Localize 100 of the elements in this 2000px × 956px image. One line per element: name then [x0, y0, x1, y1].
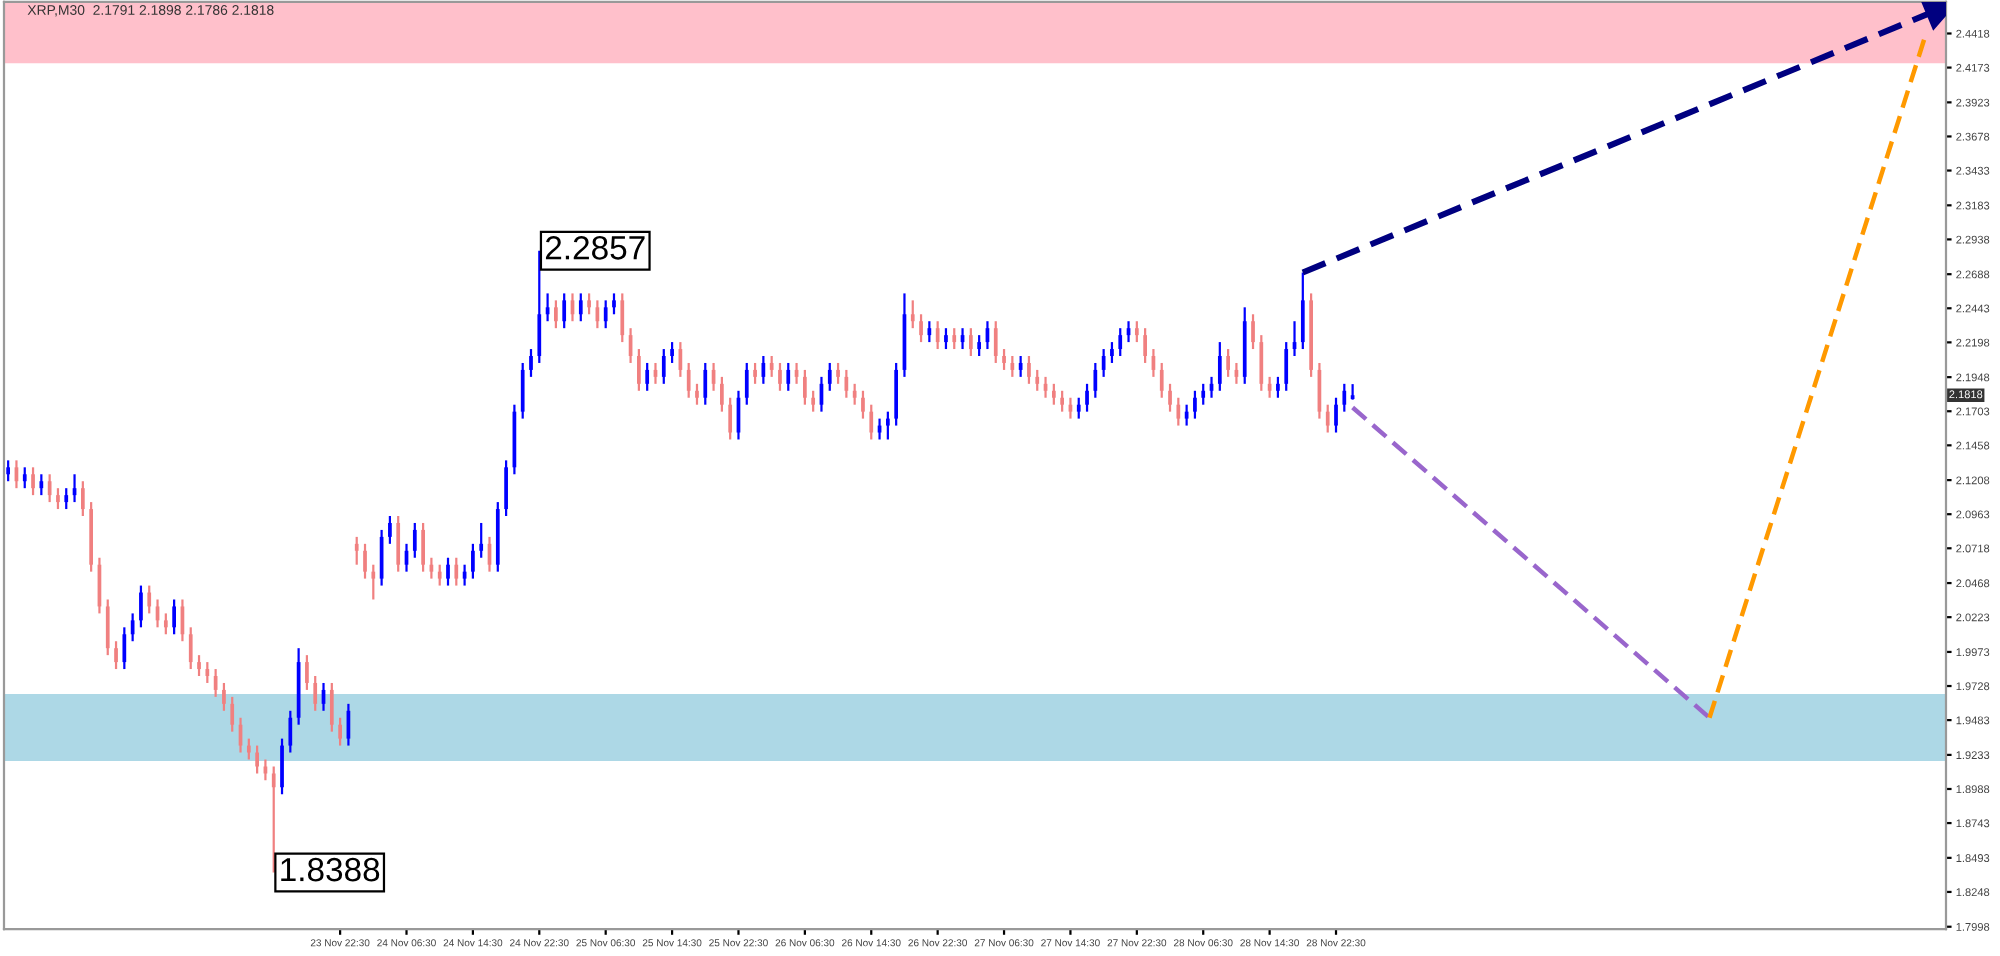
candlestick [852, 382, 857, 406]
candlestick [919, 313, 923, 344]
candlestick [1101, 347, 1106, 378]
candlestick [993, 320, 998, 365]
candlestick [844, 368, 849, 399]
candlestick [827, 361, 832, 392]
candlestick [1093, 361, 1098, 399]
candlestick [280, 737, 284, 796]
candlestick [222, 681, 226, 712]
candlestick [1143, 327, 1147, 365]
candlestick [130, 612, 135, 643]
annotation: 2.2857 [545, 236, 645, 260]
candlestick [1284, 340, 1289, 392]
candlestick [446, 556, 450, 587]
candlestick [1168, 382, 1172, 413]
candlestick [869, 403, 874, 441]
candlestick [686, 361, 691, 399]
candlestick [720, 375, 724, 413]
candlestick [56, 487, 60, 511]
candlestick [454, 556, 459, 587]
candlestick [504, 459, 508, 518]
candlestick [1342, 382, 1347, 413]
candlestick [396, 514, 401, 573]
candlestick [288, 709, 293, 754]
candlestick [388, 514, 392, 545]
candlestick [1300, 271, 1305, 351]
candlestick [31, 466, 35, 497]
candlestick [529, 347, 533, 378]
candlestick [1226, 347, 1230, 378]
candlestick [968, 327, 973, 358]
candlestick [1193, 389, 1197, 420]
candlestick [637, 347, 641, 392]
candlestick [944, 327, 948, 351]
candlestick [578, 292, 583, 323]
candlestick [885, 410, 890, 441]
candlestick [935, 320, 940, 351]
candlestick [437, 563, 442, 587]
candlestick [1118, 327, 1123, 358]
candlestick [197, 654, 201, 678]
candlestick [1010, 354, 1015, 378]
candlestick [371, 563, 376, 601]
candlestick [363, 542, 367, 580]
candlestick [412, 521, 417, 559]
candlestick [22, 466, 27, 490]
candlestick [836, 361, 840, 385]
candlestick [1201, 382, 1206, 406]
candlestick [603, 299, 608, 330]
candlestick [105, 598, 110, 657]
candlestick [1027, 354, 1031, 385]
candlestick [861, 389, 865, 420]
candlestick [1085, 382, 1089, 413]
candlestick [703, 361, 708, 406]
candlestick [695, 382, 699, 406]
candlestick [811, 389, 816, 413]
candlestick [1018, 354, 1023, 378]
candlestick [728, 396, 733, 441]
annotation: 1.8388 [281, 857, 380, 882]
candlestick [255, 744, 259, 775]
candlestick [661, 347, 666, 385]
candlestick [1251, 313, 1255, 351]
candlestick [6, 459, 11, 483]
candlestick [188, 626, 193, 671]
candlestick [147, 584, 152, 615]
candlestick [230, 695, 235, 733]
candlestick [479, 521, 484, 559]
candlestick [977, 334, 982, 358]
candlestick [1110, 340, 1114, 365]
candlestick [537, 249, 542, 365]
candlestick [329, 681, 334, 733]
candlestick [139, 584, 143, 629]
candlestick [122, 626, 127, 671]
candlestick [1176, 396, 1181, 427]
candlestick [305, 654, 309, 692]
candlestick [520, 361, 525, 420]
candlestick [163, 612, 168, 636]
candlestick [1325, 403, 1330, 434]
candlestick [246, 737, 251, 761]
candlestick [338, 716, 342, 747]
candlestick [1276, 375, 1280, 399]
candlestick [786, 361, 791, 392]
candlestick [1334, 396, 1338, 434]
candlestick [1060, 389, 1065, 413]
candlestick [80, 480, 85, 518]
candlestick [1159, 361, 1164, 399]
candlestick [910, 299, 915, 330]
candlestick [47, 473, 52, 504]
candlestick [354, 535, 359, 566]
candlestick [39, 473, 44, 497]
candlestick [620, 292, 625, 344]
candlestick [1051, 382, 1056, 406]
candlestick [471, 542, 475, 580]
candlestick [645, 361, 650, 392]
candlestick [753, 361, 757, 385]
candlestick [670, 340, 674, 365]
candlestick [803, 368, 807, 406]
candlestick [64, 487, 69, 511]
candlestick [562, 292, 567, 330]
candlestick [952, 327, 957, 351]
candlestick [1134, 320, 1139, 344]
candlestick [313, 674, 318, 712]
